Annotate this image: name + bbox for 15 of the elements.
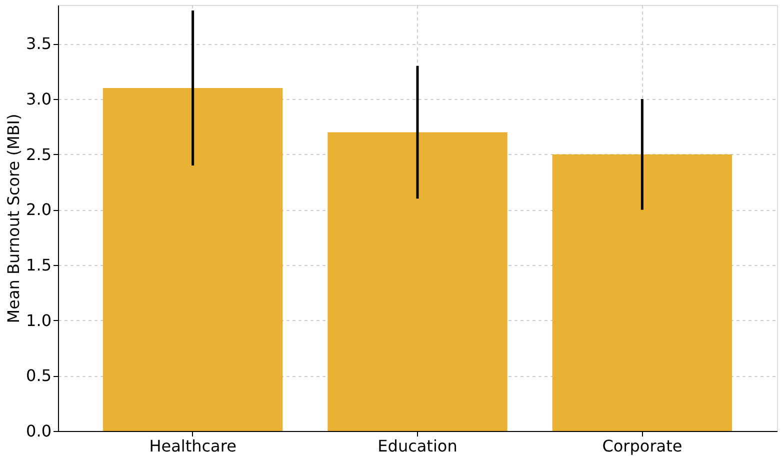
y-tick-label: 3.5 — [26, 34, 52, 54]
y-tick-label: 2.0 — [26, 200, 52, 220]
y-tick-label: 0.0 — [26, 422, 52, 440]
x-tick-label: Education — [378, 436, 458, 456]
y-axis-title: Mean Burnout Score (MBI) — [4, 114, 24, 324]
y-tick-label: 1.5 — [26, 256, 52, 275]
y-tick-label: 1.0 — [26, 310, 52, 330]
y-tick-label: 3.0 — [26, 90, 52, 109]
bar — [328, 132, 508, 431]
bar — [102, 88, 283, 431]
x-tick-label: Healthcare — [149, 436, 236, 456]
y-tick-label: 2.5 — [26, 144, 52, 164]
x-tick-label: Corporate — [602, 436, 682, 456]
bar — [552, 154, 732, 431]
y-tick-label: 0.5 — [26, 366, 52, 386]
